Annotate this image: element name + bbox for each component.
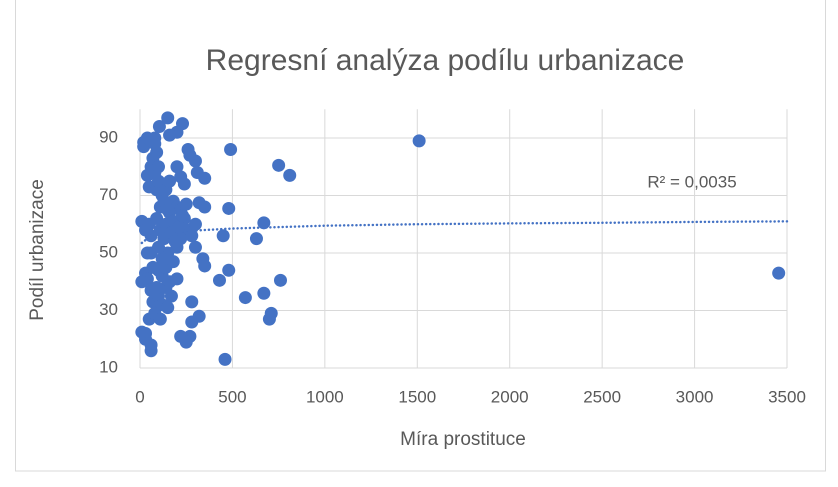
y-tick-label: 70 xyxy=(99,185,118,204)
point xyxy=(163,128,177,142)
point xyxy=(150,281,164,294)
point xyxy=(174,329,188,343)
point xyxy=(283,168,297,182)
chart-title: Regresní analýza podílu urbanizace xyxy=(206,44,685,77)
y-axis-label: Podíl urbanizace xyxy=(27,179,48,321)
point xyxy=(151,160,165,174)
x-tick-label: 2500 xyxy=(583,387,621,406)
point xyxy=(198,259,212,273)
point xyxy=(192,196,206,210)
point xyxy=(161,111,175,125)
point xyxy=(135,275,149,289)
y-tick-label: 30 xyxy=(99,300,118,319)
point xyxy=(222,201,236,215)
point xyxy=(273,273,287,287)
point xyxy=(185,315,199,329)
point xyxy=(135,325,149,339)
point xyxy=(161,301,175,315)
trendline-label: R² = 0,0035 xyxy=(647,172,736,191)
point xyxy=(185,295,199,309)
point xyxy=(170,272,184,286)
point xyxy=(170,160,184,174)
point xyxy=(272,158,286,172)
x-tick-label: 1500 xyxy=(398,387,436,406)
point xyxy=(218,352,232,366)
point xyxy=(238,291,252,305)
x-axis-label: Míra prostituce xyxy=(400,429,526,450)
point xyxy=(185,229,199,243)
x-tick-label: 2000 xyxy=(491,387,529,406)
point xyxy=(176,209,190,223)
point xyxy=(153,312,167,326)
point xyxy=(155,252,169,266)
point xyxy=(212,273,226,287)
x-tick-label: 0 xyxy=(135,387,144,406)
y-tick-label: 10 xyxy=(99,357,118,376)
point xyxy=(151,240,165,254)
trendline xyxy=(140,220,789,245)
x-tick-label: 3500 xyxy=(768,387,806,406)
point xyxy=(161,203,175,217)
y-tick-label: 90 xyxy=(99,127,118,146)
point xyxy=(216,229,230,243)
point xyxy=(412,134,426,148)
point xyxy=(174,170,188,184)
point xyxy=(139,223,153,237)
x-tick-label: 1000 xyxy=(306,387,344,406)
point xyxy=(188,240,202,254)
point xyxy=(249,232,263,246)
point xyxy=(188,217,202,231)
point xyxy=(257,286,271,300)
point xyxy=(152,120,166,133)
x-tick-label: 500 xyxy=(218,387,246,406)
point xyxy=(264,306,278,320)
point xyxy=(163,174,177,188)
point xyxy=(179,197,193,211)
x-tick-label: 3000 xyxy=(676,387,714,406)
point xyxy=(772,266,786,280)
point xyxy=(198,171,212,185)
point xyxy=(151,174,165,188)
point xyxy=(146,260,160,274)
point xyxy=(172,220,186,234)
point xyxy=(224,143,238,156)
point xyxy=(140,246,154,260)
point xyxy=(222,263,236,277)
point xyxy=(181,143,195,156)
y-tick-label: 50 xyxy=(99,242,118,261)
point xyxy=(168,235,182,248)
point xyxy=(257,216,271,230)
point xyxy=(144,338,158,352)
